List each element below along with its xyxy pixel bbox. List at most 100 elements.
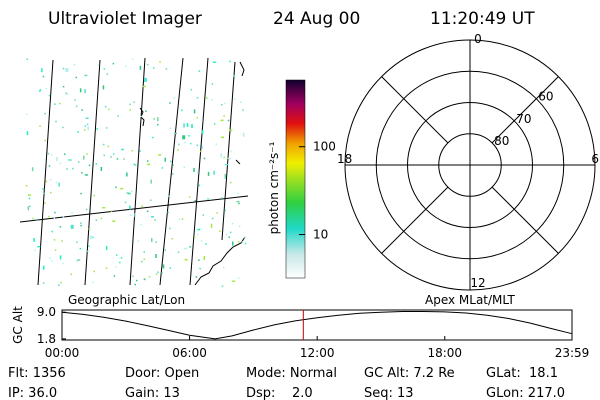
speckle xyxy=(105,246,108,250)
speckle xyxy=(61,240,63,242)
speckle xyxy=(195,276,198,278)
speckle xyxy=(102,143,105,146)
speckle xyxy=(42,282,45,284)
speckle xyxy=(95,219,98,221)
y-tick-label: 1.8 xyxy=(37,332,56,346)
coastline xyxy=(239,61,245,77)
time: 11:20:49 UT xyxy=(430,9,535,29)
speckle xyxy=(88,164,91,167)
altitude-plot: 00:00 06:00 12:00 18:00 23:59 9.0 1.8 xyxy=(37,305,589,360)
speckle xyxy=(54,211,56,214)
speckle xyxy=(229,231,232,234)
speckle xyxy=(200,240,203,242)
speckle xyxy=(93,270,95,273)
speckle xyxy=(216,212,218,214)
speckle xyxy=(177,149,179,151)
speckle xyxy=(86,153,88,155)
speckle xyxy=(65,68,69,72)
speckle xyxy=(140,223,142,226)
status-field: Flt: 1356 xyxy=(8,366,66,381)
y-axis-label: GC Alt xyxy=(11,306,25,344)
speckle xyxy=(84,89,86,94)
speckle xyxy=(75,105,78,108)
speckle xyxy=(197,171,199,174)
speckle xyxy=(66,93,69,95)
speckle xyxy=(33,238,35,242)
speckle xyxy=(39,89,42,91)
speckle xyxy=(242,109,244,111)
speckle xyxy=(190,142,192,145)
speckle xyxy=(123,158,125,160)
speckle xyxy=(238,241,240,243)
speckle xyxy=(131,150,133,152)
status-field: Door: Open xyxy=(125,366,199,381)
speckle xyxy=(174,132,177,135)
speckle xyxy=(185,247,188,250)
speckle xyxy=(203,157,206,160)
speckle xyxy=(153,118,155,120)
speckle xyxy=(62,262,64,265)
speckle xyxy=(159,61,161,63)
speckle xyxy=(242,132,245,137)
speckle xyxy=(198,70,201,72)
speckle xyxy=(51,260,53,262)
status-field: GLat: 18.1 xyxy=(486,366,558,381)
speckle xyxy=(162,264,165,269)
speckle xyxy=(53,239,56,241)
speckle xyxy=(154,219,156,221)
speckle xyxy=(102,207,106,209)
speckle xyxy=(190,88,192,91)
speckle xyxy=(124,201,127,204)
speckle xyxy=(62,85,65,88)
status-field: Dsp: 2.0 xyxy=(246,386,313,400)
speckle xyxy=(168,195,170,197)
speckle xyxy=(223,266,225,269)
speckle xyxy=(84,174,88,176)
x-tick-label: 18:00 xyxy=(427,346,462,360)
speckle xyxy=(44,139,46,142)
speckle xyxy=(164,249,166,251)
meridian xyxy=(84,59,101,286)
speckle xyxy=(143,251,145,253)
speckle xyxy=(201,130,204,135)
speckle xyxy=(230,181,232,184)
speckle xyxy=(85,208,88,211)
speckle xyxy=(129,103,131,106)
speckle xyxy=(193,109,196,114)
speckle xyxy=(77,259,81,261)
speckle xyxy=(232,280,236,282)
speckle xyxy=(134,283,136,286)
status-field: Gain: 13 xyxy=(125,386,180,400)
speckle xyxy=(139,65,142,70)
speckle xyxy=(198,259,200,261)
spoke xyxy=(491,76,559,144)
speckle xyxy=(196,97,199,99)
speckle xyxy=(155,273,158,275)
speckle xyxy=(48,165,51,167)
speckle xyxy=(81,172,83,174)
speckle xyxy=(142,85,146,88)
speckle xyxy=(80,224,82,227)
speckle xyxy=(110,210,113,212)
speckle xyxy=(70,273,72,275)
speckle xyxy=(105,267,108,269)
speckle xyxy=(50,191,52,194)
speckle xyxy=(227,119,230,122)
speckle xyxy=(102,85,105,90)
speckle xyxy=(77,131,79,133)
speckle xyxy=(224,173,226,178)
speckle xyxy=(103,154,105,157)
speckle xyxy=(110,156,112,158)
speckle xyxy=(224,209,226,212)
speckle xyxy=(84,74,88,77)
speckle xyxy=(146,210,149,212)
speckle xyxy=(221,136,224,139)
speckle xyxy=(26,131,29,136)
colorbar xyxy=(285,79,306,279)
speckle xyxy=(223,156,225,159)
speckle xyxy=(178,218,181,220)
speckle xyxy=(157,123,159,126)
speckle xyxy=(42,75,45,78)
status-field: Mode: Normal xyxy=(246,366,337,381)
speckle xyxy=(181,218,184,220)
